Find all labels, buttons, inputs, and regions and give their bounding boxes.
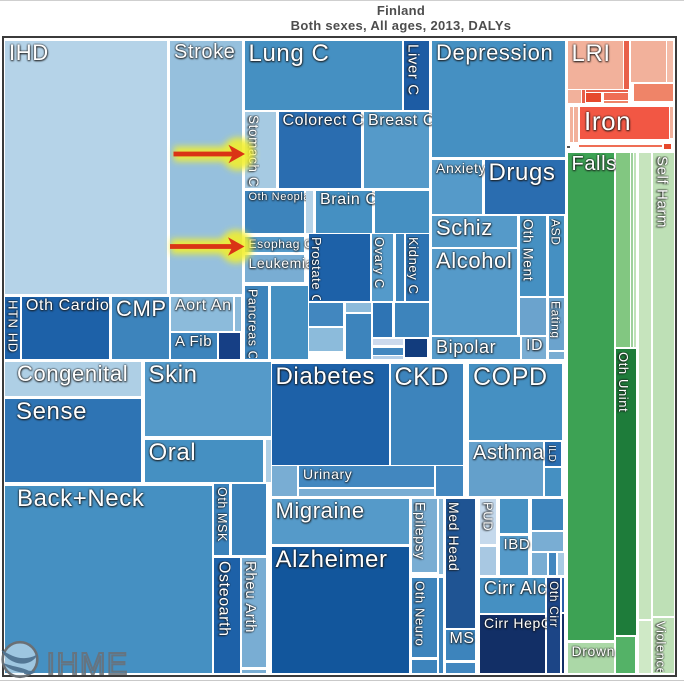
svg-text:IHME: IHME xyxy=(47,647,129,681)
